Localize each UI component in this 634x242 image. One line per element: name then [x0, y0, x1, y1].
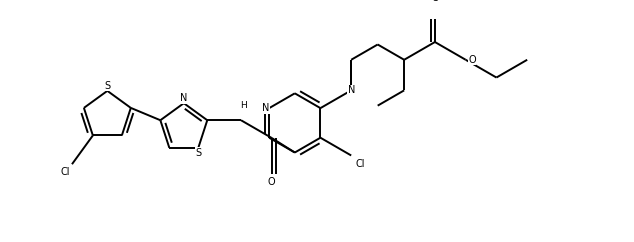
Text: S: S: [195, 148, 202, 158]
Text: Cl: Cl: [60, 167, 70, 177]
Text: S: S: [105, 81, 110, 91]
Text: Cl: Cl: [355, 159, 365, 169]
Text: O: O: [268, 177, 276, 188]
Text: N: N: [180, 93, 188, 103]
Text: O: O: [431, 0, 439, 3]
Text: O: O: [468, 55, 476, 65]
Text: N: N: [262, 103, 269, 113]
Text: N: N: [347, 85, 355, 95]
Text: H: H: [240, 101, 247, 110]
